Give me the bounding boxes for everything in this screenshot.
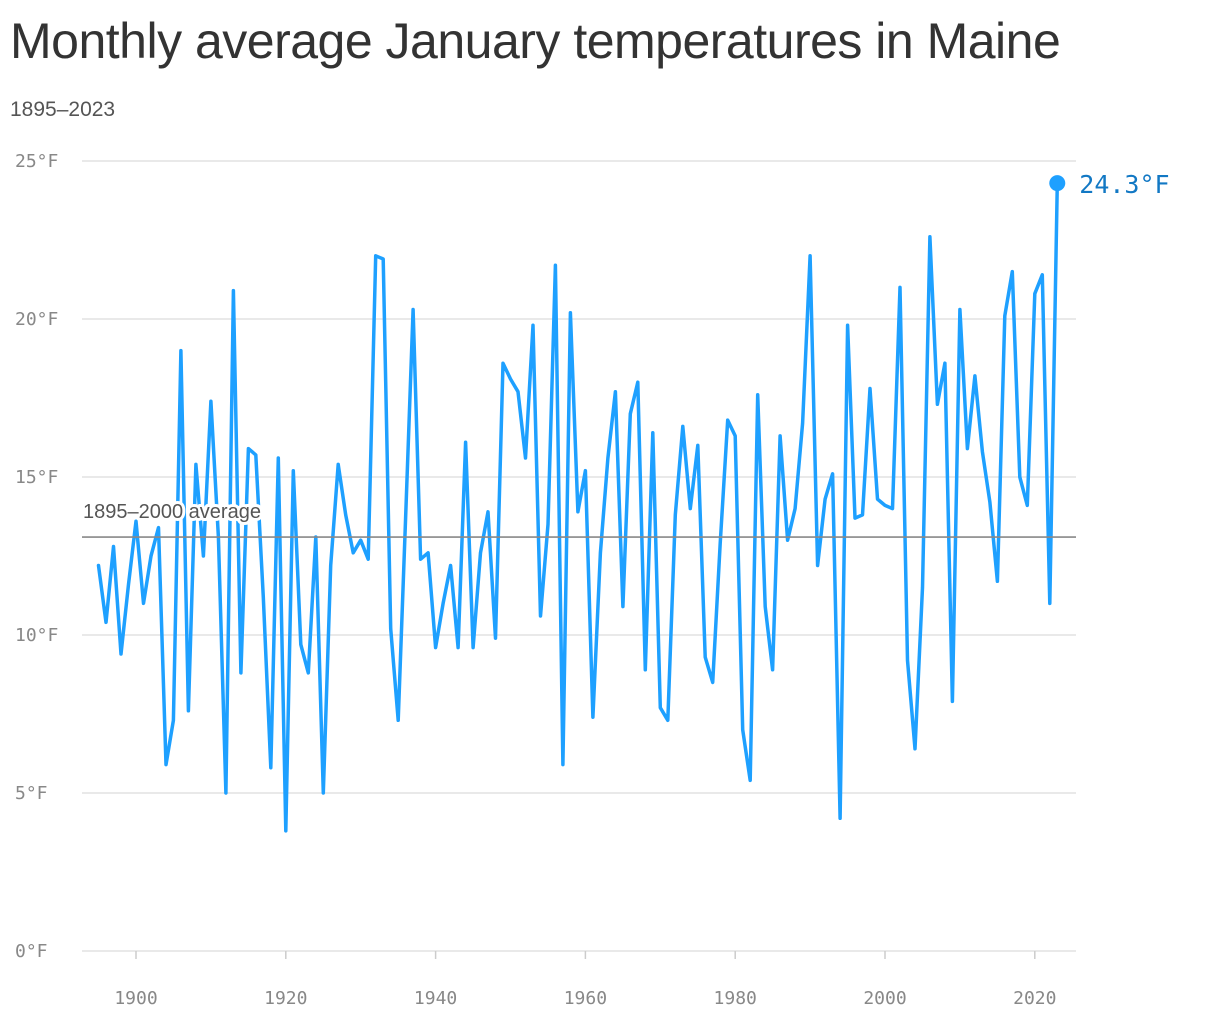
grid-lines [82,160,1076,952]
x-tick-label: 1920 [264,988,307,1009]
y-tick-label: 25°F [15,151,58,172]
x-tick-label: 2000 [863,988,906,1009]
y-tick-label: 5°F [15,783,48,804]
x-tick-label: 2020 [1013,988,1056,1009]
y-axis: 0°F 5°F 10°F 15°F 20°F 25°F [15,151,58,962]
temperature-series-line [96,181,1060,833]
x-tick-label: 1980 [714,988,757,1009]
chart-title: Monthly average January temperatures in … [10,13,1061,69]
chart-subtitle: 1895–2023 [10,98,116,121]
y-tick-label: 20°F [15,309,58,330]
latest-value-label: 24.3°F [1079,170,1169,199]
x-tick-label: 1940 [414,988,457,1009]
y-tick-label: 0°F [15,941,48,962]
series-temperature [96,181,1060,833]
reference-average: 1895–2000 average [80,498,1076,538]
end-annotation: 24.3°F [1049,170,1170,199]
x-axis: 1900 1920 1940 1960 1980 2000 2020 [114,951,1056,1009]
reference-line-label: 1895–2000 average [83,501,261,523]
x-tick-label: 1960 [564,988,607,1009]
latest-value-dot [1049,175,1066,192]
y-tick-label: 10°F [15,625,58,646]
y-tick-label: 15°F [15,467,58,488]
x-tick-label: 1900 [114,988,157,1009]
